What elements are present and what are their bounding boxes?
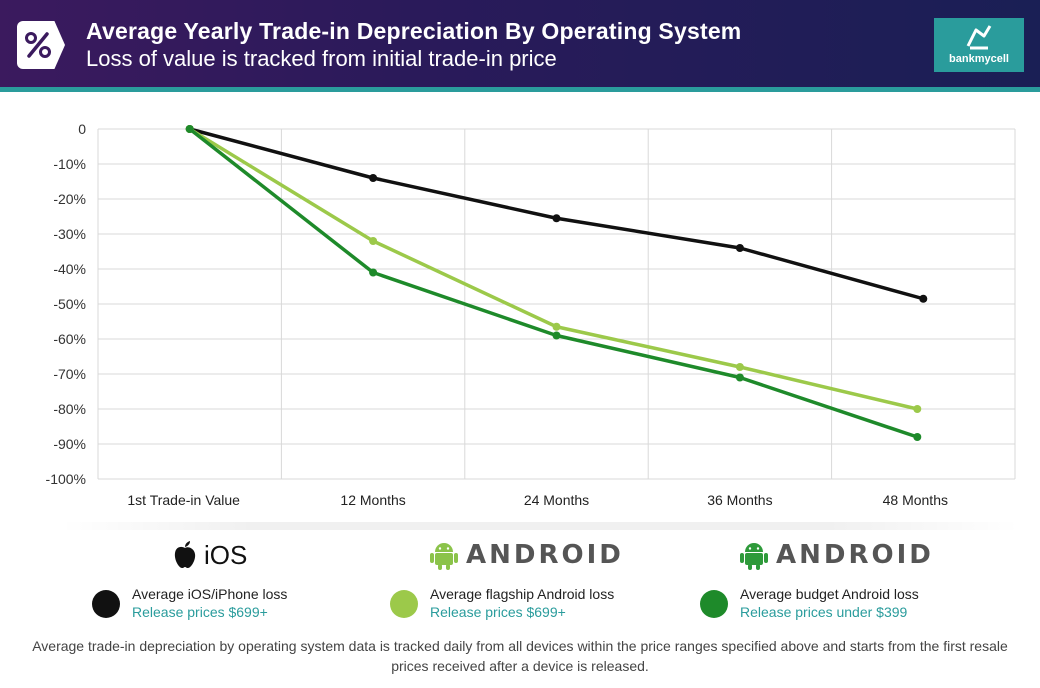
series-point (735, 244, 744, 252)
legend-label: Average budget Android loss (740, 586, 919, 602)
legend-swatch-ios (92, 590, 120, 618)
y-tick-label: -60% (53, 331, 86, 347)
page-subtitle: Loss of value is tracked from initial tr… (86, 46, 557, 71)
y-tick-label: -30% (53, 226, 86, 242)
android-robot-icon (740, 543, 768, 570)
x-tick-label: 36 Months (707, 492, 772, 508)
y-tick-label: -40% (53, 261, 86, 277)
series-point (369, 237, 378, 245)
x-tick-label: 1st Trade-in Value (127, 492, 240, 508)
y-axis-ticks: 0 -10% -20% -30% -40% -50% -60% -70% -80% -90% -10… (46, 121, 87, 487)
legend-sublabel: Release prices under $399 (740, 604, 908, 620)
android-logo-budget: ANDROID (740, 538, 934, 572)
percent-badge-icon (17, 21, 65, 69)
footnote: Average trade-in depreciation by operati… (32, 638, 1008, 674)
legend-sublabel: Release prices $699+ (132, 604, 268, 620)
x-tick-label: 24 Months (524, 492, 589, 508)
android-label-budget: ANDROID (776, 540, 934, 570)
x-tick-label: 48 Months (883, 492, 948, 508)
depreciation-line-chart: 0 -10% -20% -30% -40% -50% -60% -70% -80% -90% -10… (46, 121, 1016, 508)
legend-swatch-flagship (390, 590, 418, 618)
y-tick-label: -80% (53, 401, 86, 417)
bankmycell-logo: bankmycell (934, 18, 1024, 72)
y-tick-label: -50% (53, 296, 86, 312)
ios-logo: iOS (172, 538, 247, 572)
android-robot-icon (430, 543, 458, 570)
series-point (919, 294, 928, 303)
series-line (187, 127, 920, 439)
series-point (369, 174, 378, 182)
header-banner: Average Yearly Trade-in Depreciation By … (0, 0, 1040, 87)
legend-sublabel: Release prices $699+ (430, 604, 566, 620)
x-axis-ticks: 1st Trade-in Value 12 Months 24 Months 36 M… (127, 492, 948, 508)
series-point (735, 363, 744, 371)
y-tick-label: -100% (46, 471, 86, 487)
bankmycell-logo-icon (966, 25, 992, 50)
series-point (369, 268, 378, 277)
ios-label: iOS (204, 539, 248, 570)
series-point (552, 331, 561, 340)
chart-grid (97, 128, 1016, 480)
legend-swatch-budget (700, 590, 728, 618)
logo-text: bankmycell (949, 53, 1009, 65)
series-point (735, 373, 744, 382)
chart-series (185, 125, 928, 441)
android-label-flagship: ANDROID (466, 540, 624, 570)
series-point (913, 433, 922, 441)
apple-icon (174, 541, 196, 568)
legend-label: Average flagship Android loss (430, 586, 615, 602)
series-point (185, 125, 194, 133)
legend-item-budget-android: Average budget Android loss Release pric… (700, 585, 919, 621)
series-point (552, 322, 561, 331)
legend-item-ios: Average iOS/iPhone loss Release prices $… (92, 585, 287, 621)
legend-label: Average iOS/iPhone loss (132, 586, 288, 602)
legend-item-flagship-android: Average flagship Android loss Release pr… (390, 585, 614, 621)
legend-divider (60, 522, 1020, 530)
x-tick-label: 12 Months (340, 492, 405, 508)
y-tick-label: -90% (53, 436, 86, 452)
series-point (913, 405, 922, 413)
y-tick-label: -10% (53, 156, 86, 172)
series-point (552, 214, 561, 223)
y-tick-label: 0 (78, 121, 86, 137)
y-tick-label: -20% (53, 191, 86, 207)
y-tick-label: -70% (53, 366, 86, 382)
header-accent-line (0, 87, 1040, 92)
page-title: Average Yearly Trade-in Depreciation By … (86, 18, 742, 44)
android-logo-flagship: ANDROID (430, 538, 624, 572)
